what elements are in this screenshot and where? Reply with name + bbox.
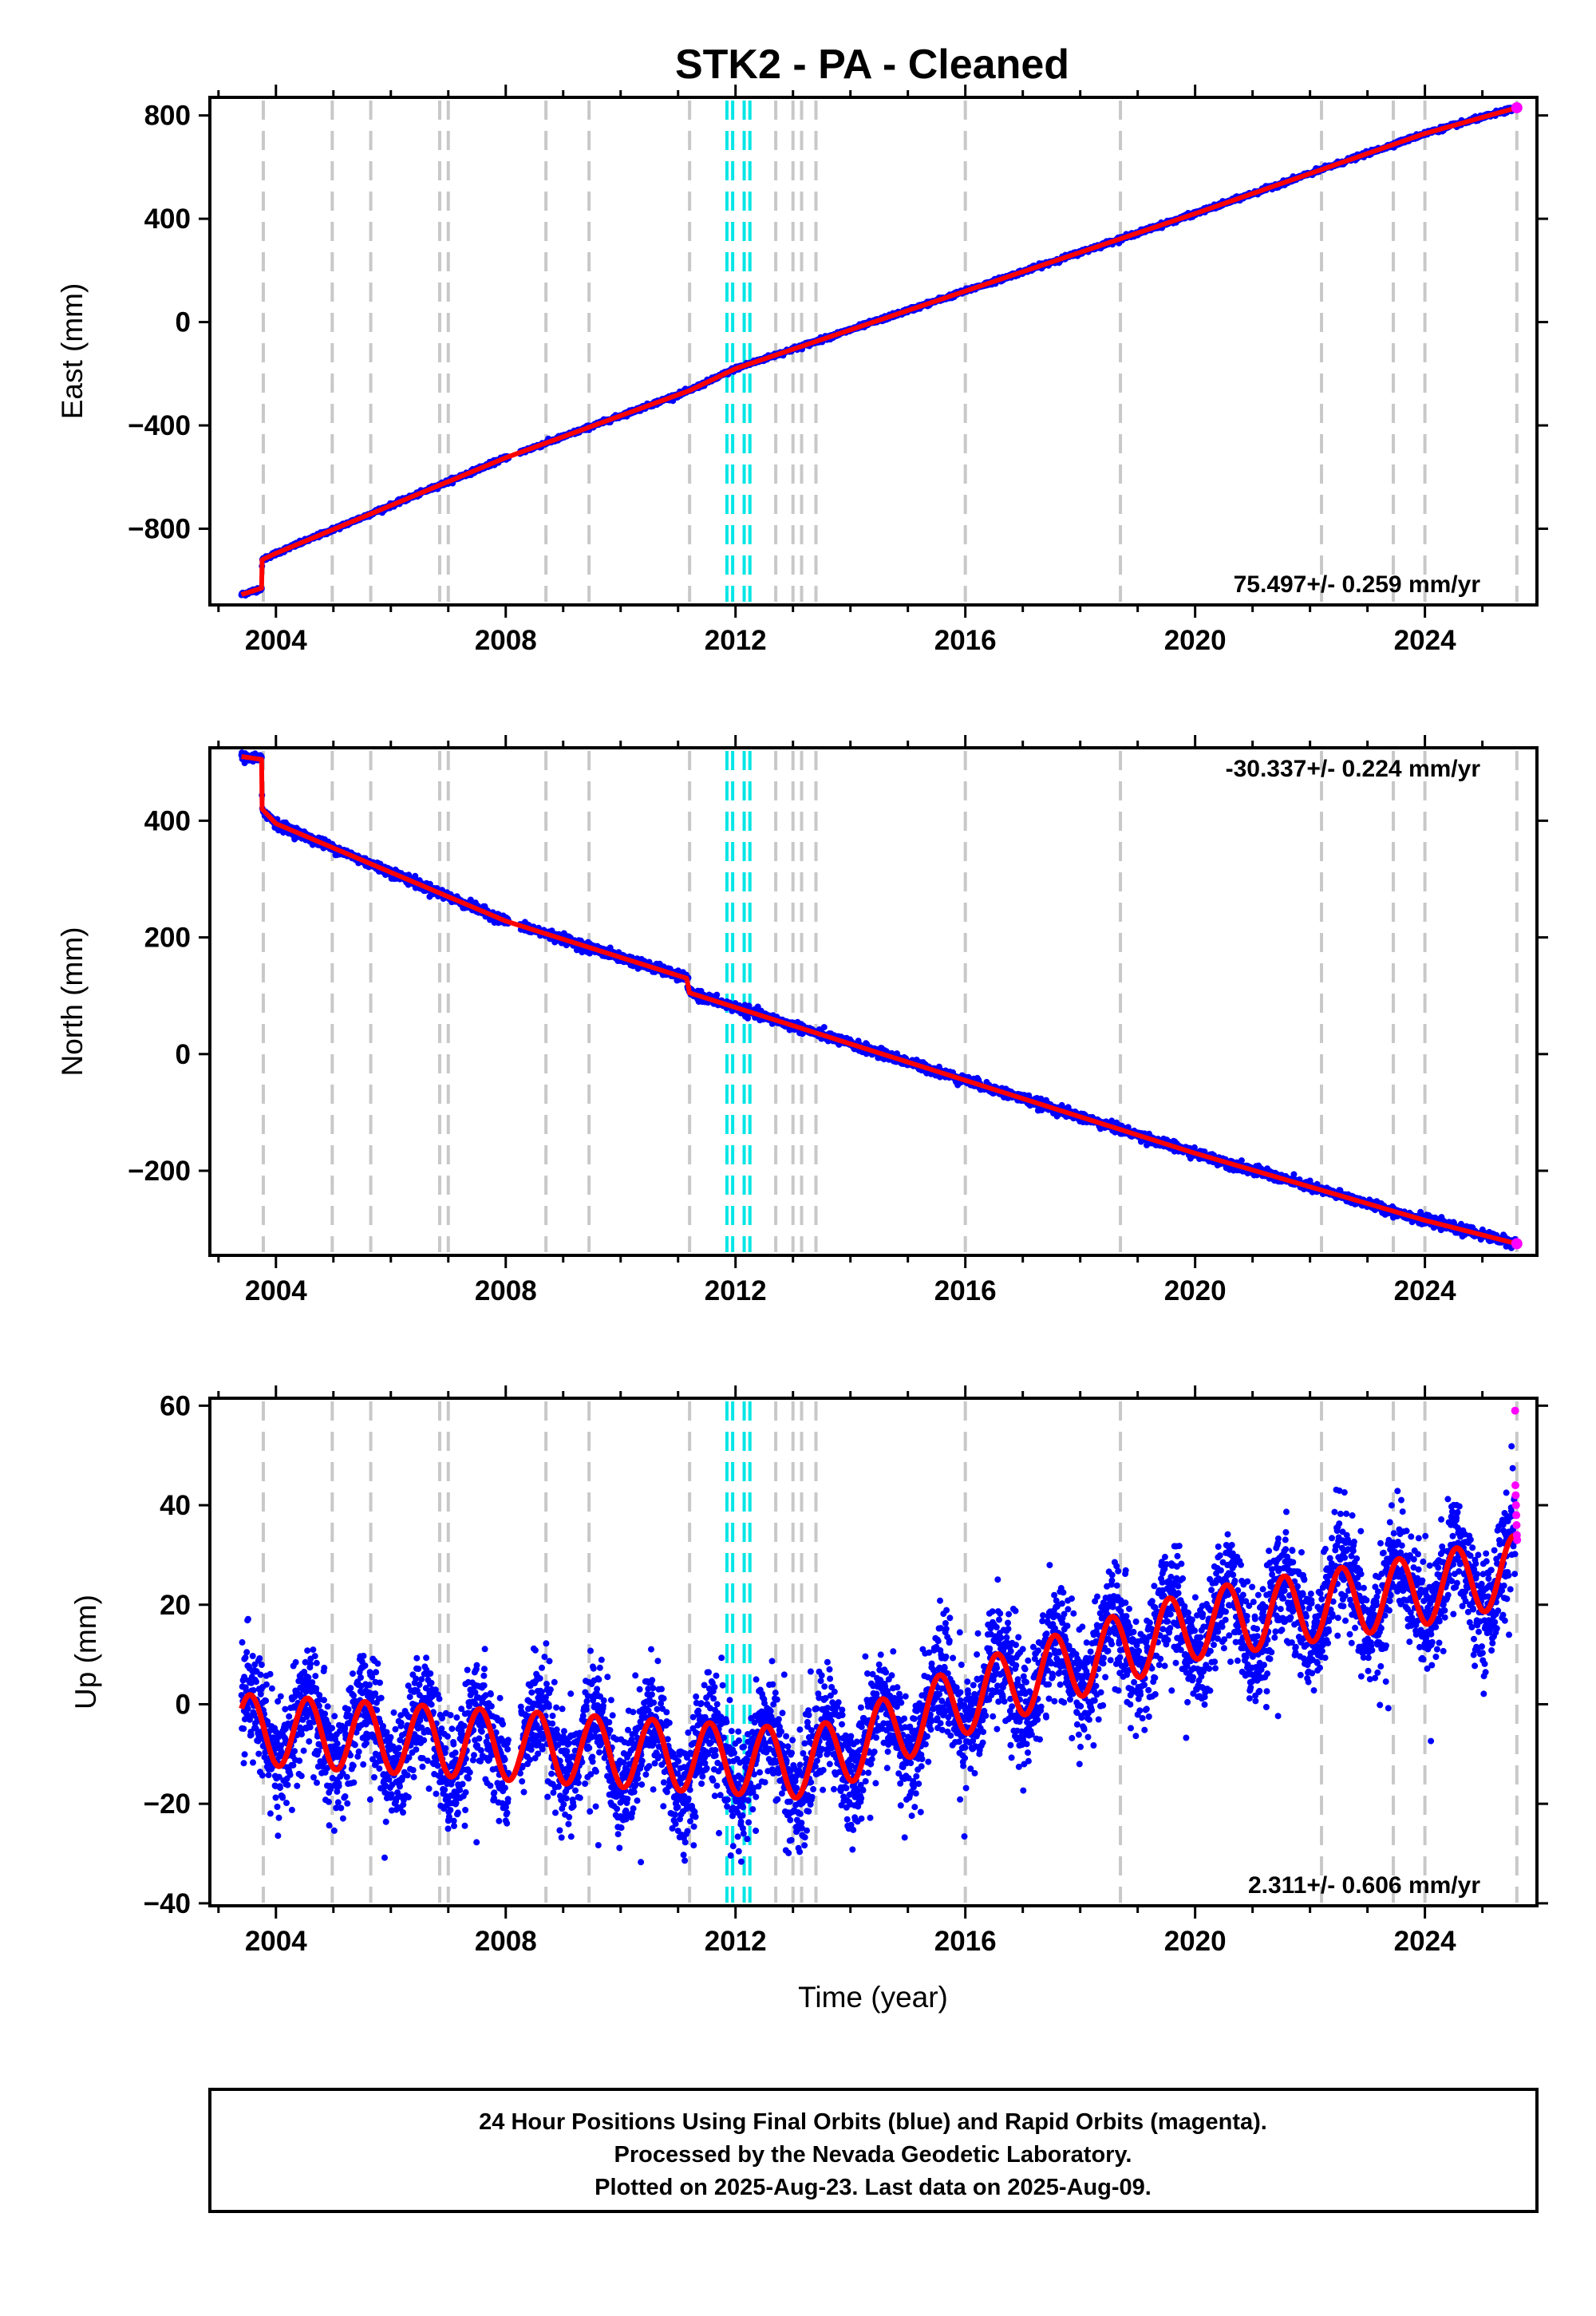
up-model-line — [239, 1532, 1519, 1801]
up-rapid-orbit-point — [1511, 1406, 1519, 1415]
up-ytick-label: 20 — [160, 1590, 191, 1621]
north-rapid-orbit-point — [1511, 1238, 1523, 1250]
east-xtick-label: 2004 — [245, 625, 307, 656]
up-xtick-label: 2008 — [475, 1926, 537, 1957]
up-rapid-orbit-point — [1512, 1511, 1521, 1520]
up-xtick-label: 2012 — [705, 1926, 767, 1957]
north-xtick-label: 2012 — [705, 1275, 767, 1306]
up-plot-frame — [208, 1397, 1539, 1907]
east-ytick-label: −800 — [128, 514, 191, 545]
east-model-line — [239, 105, 1519, 597]
up-rapid-orbit-point — [1511, 1501, 1520, 1510]
up-panel: −40 −20 0 20 40 60 2004 2008 2012 2016 2020 2024 Up… — [69, 1385, 1548, 1957]
north-xtick-label: 2008 — [475, 1275, 537, 1306]
footer-line-3: Plotted on 2025-Aug-23. Last data on 202… — [595, 2175, 1152, 2200]
up-rapid-orbit-point — [1513, 1535, 1522, 1544]
east-ytick-label: 400 — [144, 204, 191, 235]
east-xtick-label: 2012 — [705, 625, 767, 656]
north-ytick-label: −200 — [128, 1156, 191, 1187]
north-ytick-label: 200 — [144, 923, 191, 954]
east-ytick-label: −400 — [128, 410, 191, 441]
north-xtick-label: 2024 — [1394, 1275, 1456, 1306]
north-model-line — [239, 754, 1519, 1247]
east-ytick-label: 800 — [144, 101, 191, 132]
north-plot-frame — [208, 746, 1539, 1257]
x-axis-label: Time (year) — [798, 1981, 948, 2014]
east-rapid-orbit-point — [1511, 101, 1523, 113]
north-axis-label: North (mm) — [56, 927, 89, 1076]
east-rate-label: 75.497+/- 0.259 mm/yr — [1234, 571, 1481, 598]
north-rate-label: -30.337+/- 0.224 mm/yr — [1226, 756, 1481, 782]
up-rapid-orbit-point — [1512, 1521, 1521, 1529]
east-ytick-label: 0 — [176, 307, 191, 338]
up-ytick-label: −20 — [144, 1788, 191, 1820]
chart-title: STK2 - PA - Cleaned — [675, 41, 1069, 88]
north-ytick-label: 400 — [144, 805, 191, 836]
north-ytick-label: 0 — [176, 1039, 191, 1070]
up-rate-label: 2.311+/- 0.606 mm/yr — [1248, 1872, 1480, 1899]
up-xtick-label: 2024 — [1394, 1926, 1456, 1957]
footer-line-1: 24 Hour Positions Using Final Orbits (bl… — [479, 2109, 1267, 2135]
east-axis-label: East (mm) — [56, 283, 89, 420]
up-ytick-label: 0 — [176, 1689, 191, 1720]
north-xtick-label: 2020 — [1164, 1275, 1227, 1306]
up-final-orbit-dots — [238, 1443, 1519, 1866]
north-xtick-label: 2004 — [245, 1275, 307, 1306]
footer-box: 24 Hour Positions Using Final Orbits (bl… — [208, 2088, 1539, 2213]
up-ytick-label: −40 — [144, 1888, 191, 1919]
footer-line-2: Processed by the Nevada Geodetic Laborat… — [614, 2142, 1132, 2168]
east-xtick-label: 2024 — [1394, 625, 1456, 656]
up-rapid-orbit-point — [1511, 1481, 1520, 1490]
north-xtick-label: 2016 — [934, 1275, 997, 1306]
up-xtick-label: 2020 — [1164, 1926, 1227, 1957]
up-xtick-label: 2004 — [245, 1926, 307, 1957]
east-xtick-label: 2008 — [475, 625, 537, 656]
east-xtick-label: 2016 — [934, 625, 997, 656]
east-xtick-label: 2020 — [1164, 625, 1227, 656]
up-xtick-label: 2016 — [934, 1926, 997, 1957]
up-final-orbit-points — [238, 1443, 1519, 1866]
east-plot-frame — [208, 96, 1539, 607]
north-panel: −200 0 200 400 2004 2008 2012 2016 2020 2024 Nort… — [56, 735, 1548, 1306]
up-axis-label: Up (mm) — [69, 1595, 102, 1709]
up-ytick-label: 40 — [160, 1490, 191, 1521]
up-rapid-orbit-point — [1511, 1491, 1520, 1500]
up-ytick-label: 60 — [160, 1390, 191, 1421]
